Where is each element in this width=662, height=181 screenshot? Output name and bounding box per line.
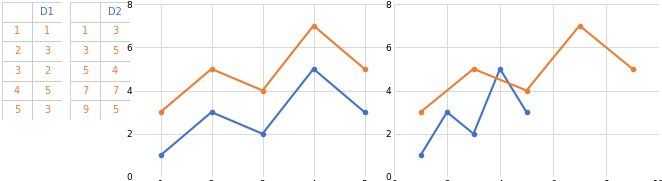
Bar <box>32 2 62 22</box>
Bar <box>2 61 32 81</box>
Bar <box>100 100 130 120</box>
Title: XY Scatter Chart: XY Scatter Chart <box>477 0 575 3</box>
Bar <box>100 2 130 22</box>
Text: 5: 5 <box>14 105 20 115</box>
Text: 5: 5 <box>82 66 88 76</box>
Text: 3: 3 <box>112 26 118 37</box>
Bar <box>70 100 100 120</box>
Text: 1: 1 <box>44 26 50 37</box>
Text: 4: 4 <box>112 66 118 76</box>
Bar <box>2 81 32 100</box>
Text: D1: D1 <box>40 7 54 17</box>
Text: 5: 5 <box>44 85 50 96</box>
Text: 1: 1 <box>14 26 20 37</box>
Text: 2: 2 <box>44 66 50 76</box>
Text: 7: 7 <box>112 85 118 96</box>
Text: 3: 3 <box>44 105 50 115</box>
Bar <box>100 61 130 81</box>
Text: 2: 2 <box>14 46 20 56</box>
Bar <box>2 2 32 22</box>
Bar <box>70 61 100 81</box>
Bar <box>70 41 100 61</box>
Text: 5: 5 <box>112 105 118 115</box>
Text: 7: 7 <box>82 85 88 96</box>
Bar <box>70 81 100 100</box>
Text: 3: 3 <box>14 66 20 76</box>
Text: 5: 5 <box>112 46 118 56</box>
Bar <box>2 41 32 61</box>
Text: 9: 9 <box>82 105 88 115</box>
Text: 4: 4 <box>14 85 20 96</box>
Title: Line Chart: Line Chart <box>232 0 293 3</box>
Bar <box>32 100 62 120</box>
Bar <box>100 41 130 61</box>
Bar <box>70 22 100 41</box>
Text: D2: D2 <box>108 7 122 17</box>
Text: 3: 3 <box>44 46 50 56</box>
Bar <box>100 22 130 41</box>
Bar <box>2 100 32 120</box>
Bar <box>2 22 32 41</box>
Bar <box>32 22 62 41</box>
Bar <box>32 41 62 61</box>
Text: 1: 1 <box>82 26 88 37</box>
Bar <box>100 81 130 100</box>
Bar <box>70 2 100 22</box>
Bar <box>32 81 62 100</box>
Bar <box>32 61 62 81</box>
Text: 3: 3 <box>82 46 88 56</box>
